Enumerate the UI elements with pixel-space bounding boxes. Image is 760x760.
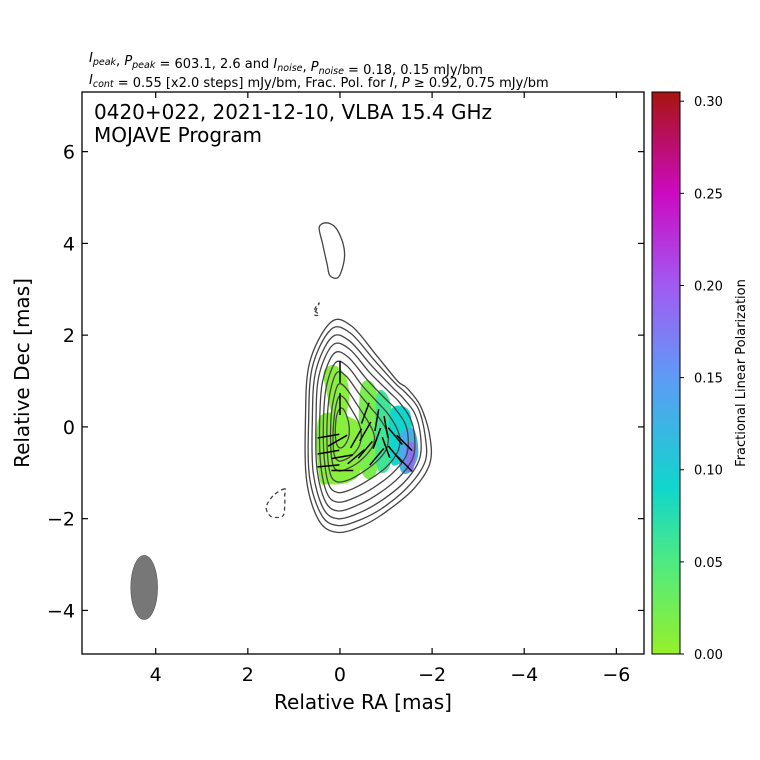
evpa-tick-14 bbox=[372, 427, 382, 449]
contour-6 bbox=[326, 370, 389, 483]
x-axis-label: Relative RA [mas] bbox=[274, 690, 452, 714]
x-tick-label: 4 bbox=[150, 664, 162, 686]
x-tick-label: −6 bbox=[602, 664, 630, 686]
program-annotation: MOJAVE Program bbox=[94, 123, 262, 147]
negative-contour-0 bbox=[313, 302, 320, 317]
colorbar-tick-label: 0.30 bbox=[694, 95, 723, 110]
evpa-tick-12 bbox=[357, 440, 373, 459]
beam-layer bbox=[130, 555, 158, 620]
y-axis-label: Relative Dec [mas] bbox=[10, 278, 34, 468]
beam-ellipse bbox=[130, 555, 158, 620]
contour-layer bbox=[265, 222, 433, 534]
y-tick-label: 2 bbox=[63, 325, 75, 347]
evpa-tick-6 bbox=[331, 454, 354, 460]
y-axis: 6 4 2 0 −2 −4 bbox=[47, 142, 644, 622]
evpa-tick-4 bbox=[317, 464, 340, 468]
colorbar-tick-label: 0.20 bbox=[694, 279, 723, 294]
polarization-region-2 bbox=[358, 380, 379, 480]
contour-3 bbox=[315, 342, 416, 512]
evpa-tick-21 bbox=[396, 455, 413, 472]
colorbar-label: Fractional Linear Polarization bbox=[734, 279, 749, 467]
contour-1 bbox=[307, 326, 428, 527]
evpa-tick-17 bbox=[381, 436, 391, 459]
y-tick-label: 6 bbox=[63, 142, 75, 164]
x-tick-label: 2 bbox=[242, 664, 254, 686]
colorbar-tick-label: 0.05 bbox=[694, 556, 723, 571]
colorbar-tick-label: 0.00 bbox=[694, 648, 723, 663]
colorbar-ticks: 0.00 0.05 0.10 0.15 0.20 0.25 0.30 bbox=[680, 95, 723, 663]
x-tick-label: −4 bbox=[510, 664, 538, 686]
polarization-region-1 bbox=[323, 364, 350, 420]
colorbar-tick-label: 0.10 bbox=[694, 464, 723, 479]
header-line-1: Ipeak, Ppeak = 603.1, 2.6 and Inoise, Pn… bbox=[89, 51, 483, 78]
evpa-tick-18 bbox=[387, 427, 403, 445]
x-tick-label: 0 bbox=[334, 664, 346, 686]
x-axis: 4 2 0 −2 −4 −6 bbox=[150, 92, 630, 686]
evpa-tick-5 bbox=[327, 434, 348, 447]
plot-frame bbox=[81, 91, 645, 655]
evpa-tick-16 bbox=[383, 415, 389, 438]
colorbar bbox=[651, 91, 681, 655]
evpa-tick-10 bbox=[360, 402, 370, 424]
contour-0 bbox=[304, 318, 433, 534]
evpa-tick-20 bbox=[396, 434, 413, 452]
y-tick-label: −4 bbox=[47, 600, 75, 622]
contour-10 bbox=[318, 222, 346, 279]
evpa-tick-11 bbox=[359, 421, 372, 442]
source-annotation: 0420+022, 2021-12-10, VLBA 15.4 GHz bbox=[94, 100, 492, 124]
colorbar-tick-label: 0.15 bbox=[694, 372, 723, 387]
evpa-tick-13 bbox=[374, 409, 380, 432]
evpa-tick-3 bbox=[317, 449, 340, 455]
evpa-tick-15 bbox=[369, 447, 385, 466]
colorbar-tick-label: 0.25 bbox=[694, 187, 723, 202]
y-tick-label: 4 bbox=[63, 233, 75, 255]
x-tick-label: −2 bbox=[418, 664, 446, 686]
header-line-2: Icont = 0.55 [x2.0 steps] mJy/bm, Frac. … bbox=[89, 73, 549, 91]
contour-2 bbox=[311, 334, 422, 520]
evpa-tick-2 bbox=[317, 433, 340, 439]
y-tick-label: −2 bbox=[47, 509, 75, 531]
plot-area bbox=[130, 222, 433, 620]
evpa-tick-layer bbox=[317, 360, 413, 472]
negative-contour-1 bbox=[265, 488, 287, 519]
evpa-tick-9 bbox=[347, 449, 365, 465]
y-tick-label: 0 bbox=[63, 417, 75, 439]
contour-4 bbox=[318, 351, 410, 503]
evpa-tick-8 bbox=[349, 428, 363, 449]
